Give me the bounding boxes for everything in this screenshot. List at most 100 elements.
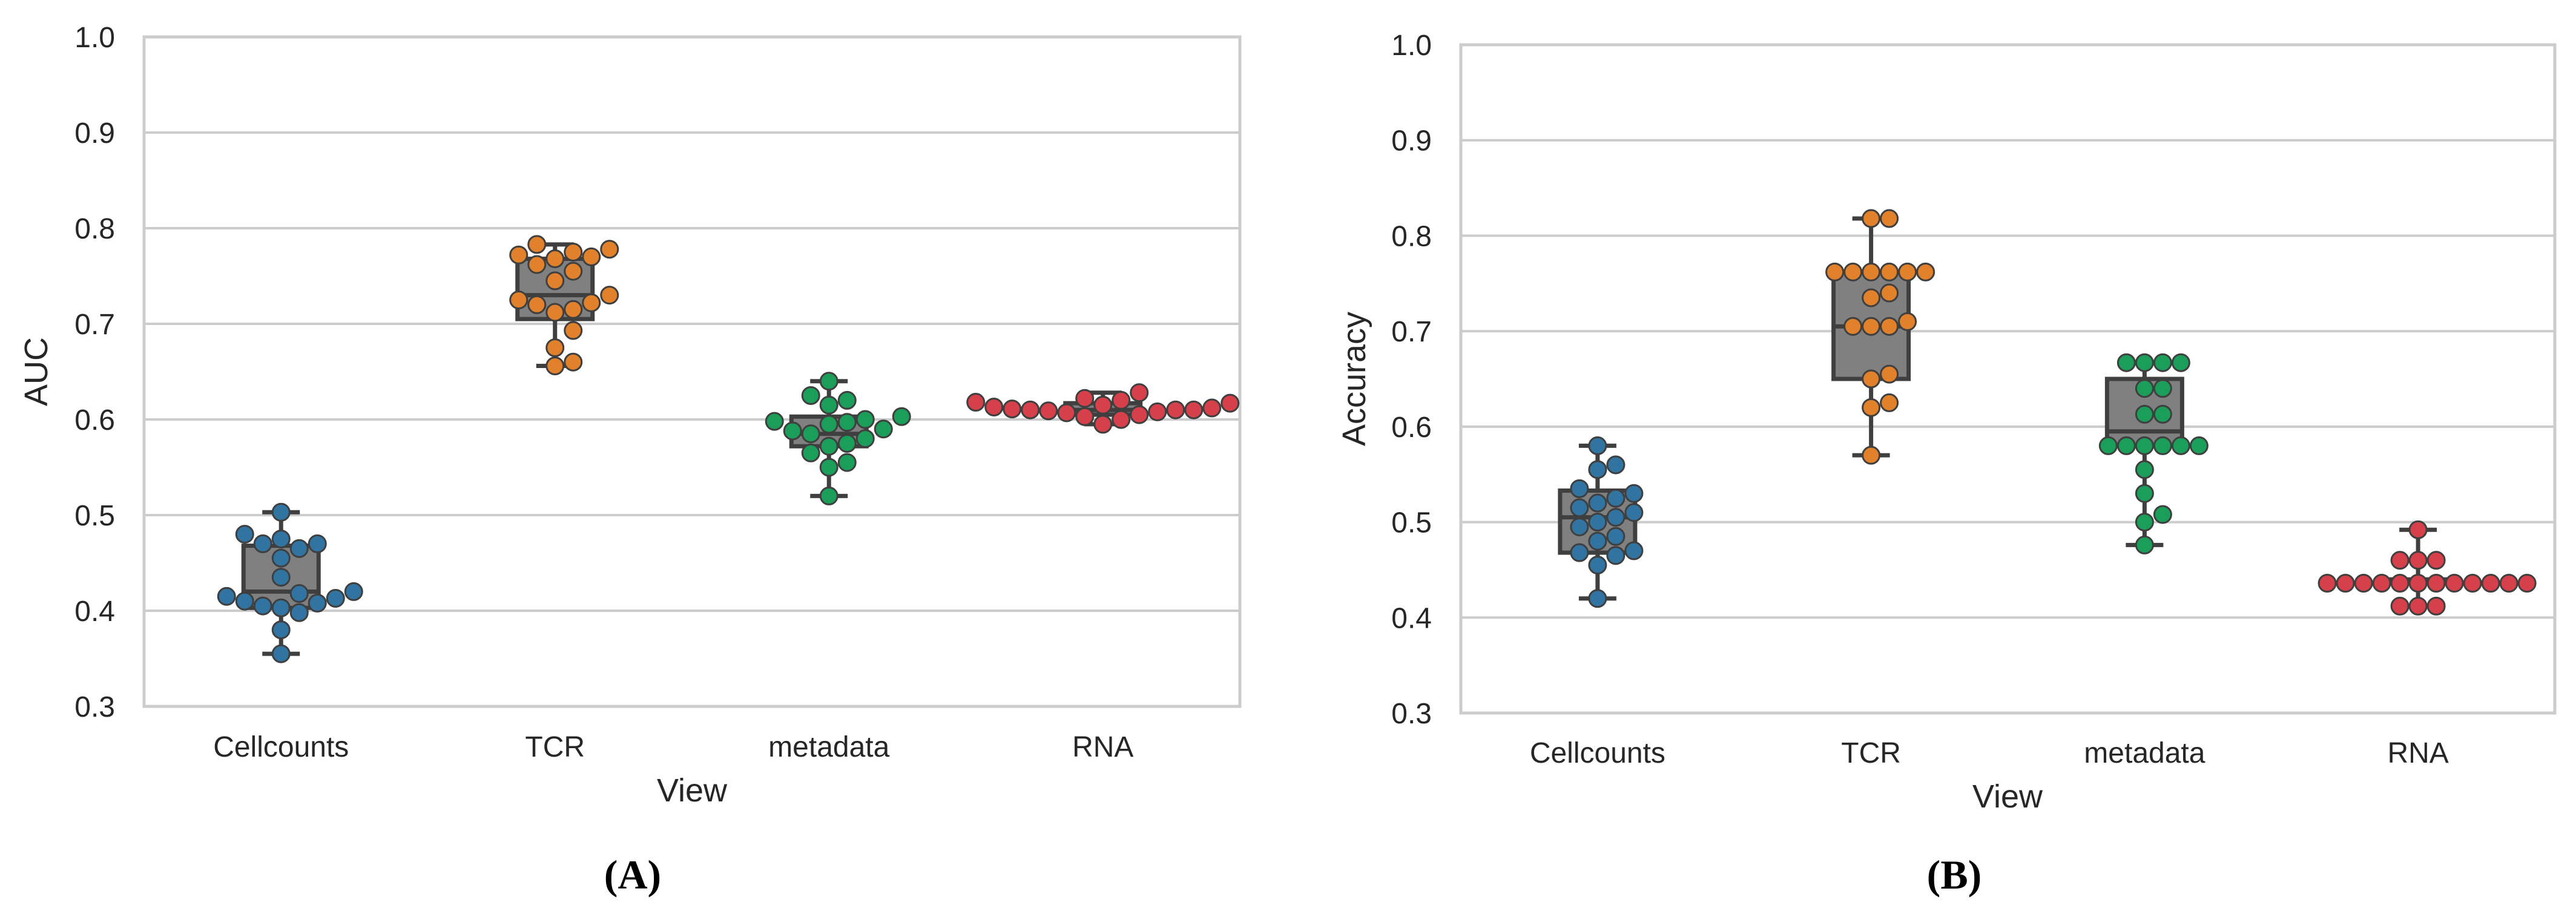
data-point-cellcounts	[271, 620, 291, 640]
y-tick-label: 0.9	[1391, 125, 1432, 157]
data-point-metadata	[874, 419, 893, 439]
data-point-cellcounts	[1588, 531, 1607, 551]
data-point-rna	[1075, 407, 1095, 426]
data-point-tcr	[1862, 262, 1881, 281]
data-point-cellcounts	[326, 588, 345, 608]
data-point-rna	[2408, 574, 2428, 593]
data-point-tcr	[1862, 317, 1881, 336]
data-point-metadata	[2153, 353, 2172, 372]
y-axis-title: AUC	[18, 337, 54, 406]
x-tick-labels: Cellcounts TCR metadata RNA	[1530, 737, 2449, 769]
data-point-metadata	[2135, 379, 2154, 398]
panel-a: 0.3 0.4 0.5 0.6 0.7 0.8 0.9 1.0 Cellcounts TCR me…	[18, 22, 1242, 898]
data-point-rna	[2390, 574, 2410, 593]
x-tick-label: TCR	[1841, 737, 1901, 769]
data-point-rna	[2336, 574, 2355, 593]
data-point-rna	[2390, 596, 2410, 616]
data-point-tcr	[527, 255, 547, 274]
data-point-cellcounts	[1624, 484, 1644, 503]
data-point-metadata	[2153, 505, 2172, 524]
data-point-tcr	[1862, 445, 1881, 465]
x-axis-title: View	[1972, 778, 2043, 815]
data-point-rna	[1220, 393, 1240, 413]
data-point-metadata	[819, 486, 838, 505]
data-point-rna	[1202, 398, 1222, 418]
data-point-rna	[1112, 390, 1131, 410]
data-point-cellcounts	[1588, 436, 1607, 455]
y-tick-labels: 0.3 0.4 0.5 0.6 0.7 0.8 0.9 1.0	[74, 22, 115, 723]
data-point-cellcounts	[1588, 460, 1607, 479]
data-point-metadata	[837, 453, 857, 472]
data-point-rna	[2372, 574, 2391, 593]
data-point-metadata	[2135, 513, 2154, 532]
data-point-tcr	[509, 245, 529, 265]
data-point-metadata	[855, 410, 875, 429]
plot-frame	[1459, 43, 2557, 715]
panel-label: (A)	[604, 852, 661, 898]
data-point-cellcounts	[1570, 479, 1589, 498]
data-point-tcr	[1862, 369, 1881, 389]
data-point-rna	[1148, 402, 1167, 421]
data-point-cellcounts	[308, 593, 327, 613]
data-point-cellcounts	[271, 644, 291, 663]
data-point-cellcounts	[1570, 517, 1589, 536]
data-point-cellcounts	[1606, 455, 1626, 475]
data-point-tcr	[545, 357, 565, 376]
data-point-cellcounts	[217, 587, 236, 606]
data-point-tcr	[1825, 262, 1845, 281]
data-point-tcr	[582, 247, 601, 266]
data-point-rna	[2517, 574, 2537, 593]
data-point-rna	[1112, 410, 1131, 429]
data-point-tcr	[1880, 283, 1899, 303]
data-point-metadata	[837, 390, 857, 410]
data-point-tcr	[1880, 317, 1899, 336]
data-point-metadata	[2135, 404, 2154, 424]
data-point-metadata	[2135, 484, 2154, 503]
data-point-cellcounts	[271, 502, 291, 522]
data-point-metadata	[801, 424, 820, 444]
points	[217, 235, 1240, 663]
data-point-metadata	[2116, 353, 2136, 372]
data-point-tcr	[564, 321, 583, 340]
data-point-rna	[966, 393, 986, 412]
data-point-metadata	[819, 415, 838, 434]
data-point-cellcounts	[289, 539, 309, 558]
data-point-metadata	[765, 412, 784, 431]
data-point-tcr	[1880, 262, 1899, 281]
data-point-rna	[2390, 551, 2410, 570]
data-point-rna	[1166, 400, 1185, 419]
data-point-cellcounts	[1588, 513, 1607, 532]
data-point-metadata	[819, 458, 838, 477]
y-tick-label: 0.5	[1391, 507, 1432, 539]
data-point-metadata	[855, 429, 875, 449]
data-point-rna	[1057, 403, 1076, 422]
data-point-tcr	[1880, 209, 1899, 228]
data-point-cellcounts	[289, 584, 309, 603]
data-point-metadata	[819, 372, 838, 391]
data-point-rna	[2426, 596, 2446, 616]
y-tick-label: 0.8	[1391, 220, 1432, 252]
data-point-cellcounts	[308, 534, 327, 553]
data-point-cellcounts	[1624, 541, 1644, 561]
data-point-tcr	[564, 300, 583, 319]
data-point-cellcounts	[253, 534, 272, 553]
data-point-tcr	[600, 286, 619, 305]
data-point-tcr	[1880, 364, 1899, 384]
data-point-cellcounts	[1588, 589, 1607, 608]
y-tick-label: 1.0	[1391, 30, 1432, 62]
data-point-tcr	[1898, 262, 1917, 281]
points	[1570, 209, 2537, 616]
data-point-tcr	[545, 338, 565, 357]
data-point-metadata	[2189, 436, 2209, 455]
data-point-rna	[2354, 574, 2373, 593]
boxes	[241, 242, 1143, 656]
data-point-cellcounts	[235, 525, 254, 544]
y-tick-label: 0.7	[1391, 316, 1432, 348]
data-point-tcr	[1880, 393, 1899, 412]
data-point-metadata	[837, 413, 857, 432]
data-point-tcr	[1843, 317, 1863, 336]
y-tick-label: 0.4	[74, 596, 115, 628]
data-point-tcr	[1862, 398, 1881, 417]
data-point-rna	[2408, 596, 2428, 616]
data-point-rna	[984, 397, 1004, 416]
